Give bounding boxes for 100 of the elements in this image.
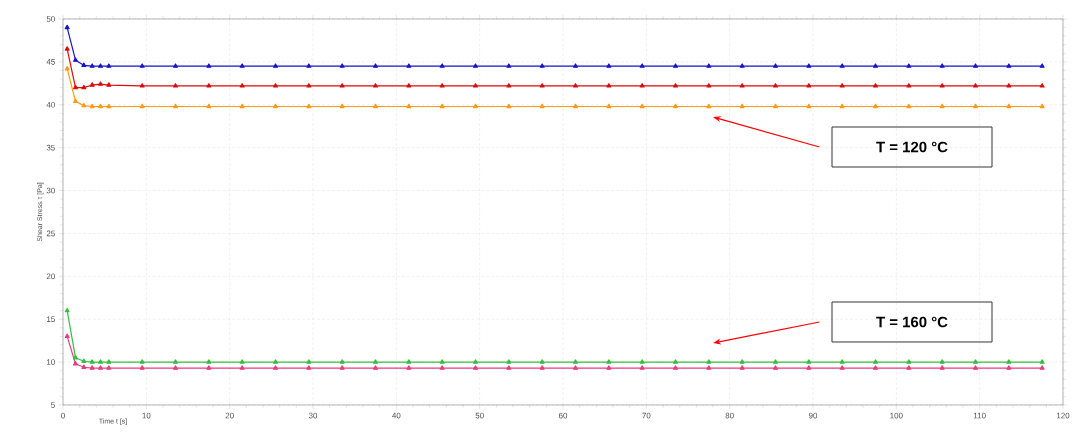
point [81,358,87,363]
point [1006,103,1012,109]
point [73,355,79,360]
point [106,63,112,68]
point [406,83,412,88]
point [839,103,845,109]
point [139,359,145,364]
point [706,103,712,109]
point [573,365,579,370]
point [939,63,945,68]
point [64,307,70,313]
point [1006,63,1012,68]
point [273,365,279,370]
point [606,103,612,109]
point [506,365,512,370]
point [406,103,412,109]
point [81,62,87,67]
point [1039,365,1045,370]
point [539,83,545,88]
point [873,63,879,68]
point [1006,359,1012,364]
point [339,103,345,109]
point [439,83,445,88]
point [673,83,679,88]
point [939,365,945,370]
point [173,63,179,68]
point [64,46,70,51]
point [473,63,479,68]
point [706,365,712,370]
point [706,63,712,68]
point [306,365,312,370]
point [573,359,579,364]
point [806,359,812,364]
point [906,83,912,88]
point [206,359,212,364]
point [506,359,512,364]
point [806,103,812,109]
point [639,63,645,68]
point [839,359,845,364]
point [939,83,945,88]
point [706,83,712,88]
point [473,83,479,88]
point [873,365,879,370]
point [973,83,979,88]
point [673,365,679,370]
point [906,103,912,109]
point [906,365,912,370]
point [839,365,845,370]
point [873,103,879,109]
point [873,359,879,364]
point [139,365,145,370]
point [173,365,179,370]
point [89,63,95,68]
point [906,359,912,364]
point [1006,83,1012,88]
point [81,364,87,369]
point [73,84,79,90]
point [606,63,612,68]
point [206,63,212,68]
point [639,365,645,370]
point [906,63,912,68]
point [839,83,845,88]
point [89,359,95,364]
point [206,365,212,370]
point [89,103,95,109]
point [639,83,645,88]
point [373,359,379,364]
point [106,365,112,370]
point [673,359,679,364]
point [973,359,979,364]
point [89,82,95,87]
point [773,83,779,88]
annotation: T = 160 °C [876,316,948,328]
point [673,103,679,109]
point [806,83,812,88]
point [373,83,379,88]
point [89,365,95,370]
point [406,359,412,364]
point [506,103,512,109]
point [273,359,279,364]
point [506,63,512,68]
point [473,103,479,109]
point [306,63,312,68]
point [673,63,679,68]
point [973,63,979,68]
point [973,103,979,109]
point [106,103,112,109]
point [573,103,579,109]
point [239,103,245,109]
point [206,83,212,88]
point [98,365,104,370]
point [739,103,745,109]
annotation: T = 120 °C [876,141,948,153]
point [239,359,245,364]
point [773,103,779,109]
point [439,365,445,370]
point [606,83,612,88]
point [939,359,945,364]
point [439,103,445,109]
point [739,83,745,88]
